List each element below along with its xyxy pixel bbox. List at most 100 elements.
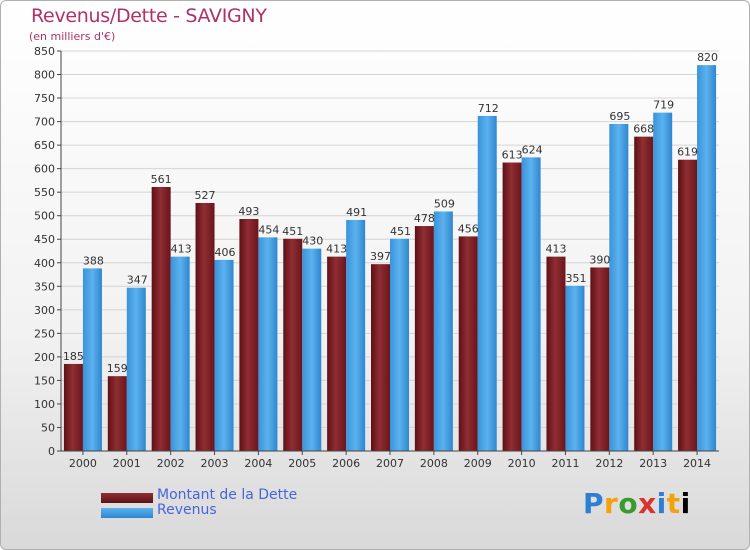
legend-swatch-debt bbox=[101, 493, 153, 503]
y-tick-label: 350 bbox=[34, 280, 55, 293]
x-tick-label: 2013 bbox=[639, 457, 667, 470]
y-tick-label: 700 bbox=[34, 116, 55, 129]
y-tick-label: 650 bbox=[34, 139, 55, 152]
value-label-revenue-2013: 719 bbox=[653, 99, 674, 112]
value-label-revenue-2004: 454 bbox=[258, 223, 279, 236]
x-tick-label: 2012 bbox=[595, 457, 623, 470]
value-label-revenue-2008: 509 bbox=[434, 197, 455, 210]
y-tick-label: 0 bbox=[48, 445, 55, 458]
legend-label-revenue: Revenus bbox=[157, 502, 217, 518]
y-tick-label: 800 bbox=[34, 69, 55, 82]
value-label-debt-2011: 413 bbox=[545, 243, 566, 256]
y-tick-label: 300 bbox=[34, 304, 55, 317]
y-axis-ticks: 0 50 100 150 200 250 300 350 400 450 500 550 600 650 7… bbox=[34, 45, 61, 458]
x-tick-label: 2005 bbox=[288, 457, 316, 470]
y-tick-label: 50 bbox=[41, 421, 55, 434]
y-tick-label: 150 bbox=[34, 374, 55, 387]
x-tick-label: 2011 bbox=[551, 457, 579, 470]
value-label-debt-2001: 159 bbox=[107, 362, 128, 375]
x-tick-label: 2002 bbox=[157, 457, 185, 470]
bars-group bbox=[63, 65, 717, 452]
bar-debt-2005 bbox=[283, 238, 303, 451]
value-label-debt-2002: 561 bbox=[151, 173, 172, 186]
bar-debt-2004 bbox=[239, 219, 259, 451]
bar-debt-2013 bbox=[634, 136, 654, 451]
value-label-debt-2008: 478 bbox=[414, 212, 435, 225]
value-label-debt-2010: 613 bbox=[502, 149, 523, 162]
value-label-revenue-2011: 351 bbox=[565, 272, 586, 285]
value-label-revenue-2003: 406 bbox=[215, 246, 236, 259]
bar-debt-2014 bbox=[678, 159, 698, 452]
y-tick-label: 450 bbox=[34, 233, 55, 246]
bar-revenue-2013 bbox=[653, 112, 673, 451]
bar-debt-2012 bbox=[590, 267, 610, 451]
bar-revenue-2004 bbox=[258, 237, 278, 451]
bar-debt-2003 bbox=[195, 203, 215, 451]
value-label-debt-2007: 397 bbox=[370, 250, 391, 263]
value-label-debt-2000: 185 bbox=[63, 350, 84, 363]
y-tick-label: 750 bbox=[34, 92, 55, 105]
value-label-revenue-2000: 388 bbox=[83, 254, 104, 267]
bar-revenue-2009 bbox=[477, 115, 497, 452]
bar-debt-2010 bbox=[502, 162, 522, 451]
value-label-debt-2009: 456 bbox=[458, 222, 479, 235]
x-tick-label: 2010 bbox=[508, 457, 536, 470]
chart-title: Revenus/Dette - SAVIGNY bbox=[31, 5, 267, 27]
bar-revenue-2012 bbox=[609, 123, 629, 452]
x-tick-label: 2001 bbox=[113, 457, 141, 470]
bar-debt-2001 bbox=[107, 376, 127, 451]
bar-revenue-2006 bbox=[346, 219, 366, 451]
bar-debt-2008 bbox=[414, 226, 434, 451]
bar-debt-2000 bbox=[63, 363, 83, 451]
value-label-debt-2006: 413 bbox=[326, 243, 347, 256]
bar-debt-2007 bbox=[371, 264, 390, 451]
bar-debt-2006 bbox=[327, 256, 347, 451]
value-label-revenue-2002: 413 bbox=[171, 243, 192, 256]
y-tick-label: 600 bbox=[34, 163, 55, 176]
bar-revenue-2003 bbox=[214, 259, 234, 451]
x-axis-ticks: 2000 2001 2002 2003 2004 2005 2006 2007 2008 2009… bbox=[69, 451, 711, 470]
bar-revenue-2000 bbox=[82, 268, 102, 451]
y-tick-label: 250 bbox=[34, 327, 55, 340]
y-tick-label: 100 bbox=[34, 398, 55, 411]
value-label-debt-2004: 493 bbox=[238, 205, 259, 218]
value-label-revenue-2009: 712 bbox=[478, 102, 499, 115]
bar-revenue-2011 bbox=[565, 285, 585, 451]
y-tick-label: 850 bbox=[34, 45, 55, 58]
value-label-revenue-2005: 430 bbox=[302, 235, 323, 248]
value-label-revenue-2010: 624 bbox=[522, 143, 543, 156]
bar-revenue-2002 bbox=[170, 256, 190, 451]
x-tick-label: 2006 bbox=[332, 457, 360, 470]
x-tick-label: 2003 bbox=[201, 457, 229, 470]
value-label-debt-2014: 619 bbox=[677, 146, 698, 159]
y-tick-label: 400 bbox=[34, 257, 55, 270]
x-tick-label: 2014 bbox=[683, 457, 711, 470]
value-label-debt-2013: 668 bbox=[633, 123, 654, 136]
value-label-revenue-2014: 820 bbox=[697, 51, 718, 64]
x-tick-label: 2007 bbox=[376, 457, 404, 470]
value-label-revenue-2006: 491 bbox=[346, 206, 367, 219]
value-label-debt-2003: 527 bbox=[195, 189, 216, 202]
value-label-revenue-2012: 695 bbox=[609, 110, 630, 123]
legend-swatch-revenue bbox=[101, 508, 153, 518]
chart-subtitle: (en milliers d'€) bbox=[29, 30, 116, 43]
x-tick-label: 2008 bbox=[420, 457, 448, 470]
bar-revenue-2014 bbox=[697, 65, 717, 451]
bar-revenue-2007 bbox=[390, 238, 409, 451]
value-label-revenue-2007: 451 bbox=[390, 225, 411, 238]
bar-revenue-2008 bbox=[433, 211, 453, 451]
bar-debt-2002 bbox=[151, 187, 171, 451]
x-tick-label: 2009 bbox=[464, 457, 492, 470]
x-tick-label: 2000 bbox=[69, 457, 97, 470]
bar-revenue-2005 bbox=[302, 248, 322, 451]
value-label-debt-2005: 451 bbox=[282, 225, 303, 238]
legend-label-debt: Montant de la Dette bbox=[157, 487, 298, 503]
y-tick-label: 200 bbox=[34, 351, 55, 364]
proxiti-logo: Proxiti bbox=[583, 487, 691, 520]
bar-revenue-2001 bbox=[126, 287, 146, 451]
value-label-revenue-2001: 347 bbox=[127, 274, 148, 287]
axes bbox=[60, 51, 719, 452]
